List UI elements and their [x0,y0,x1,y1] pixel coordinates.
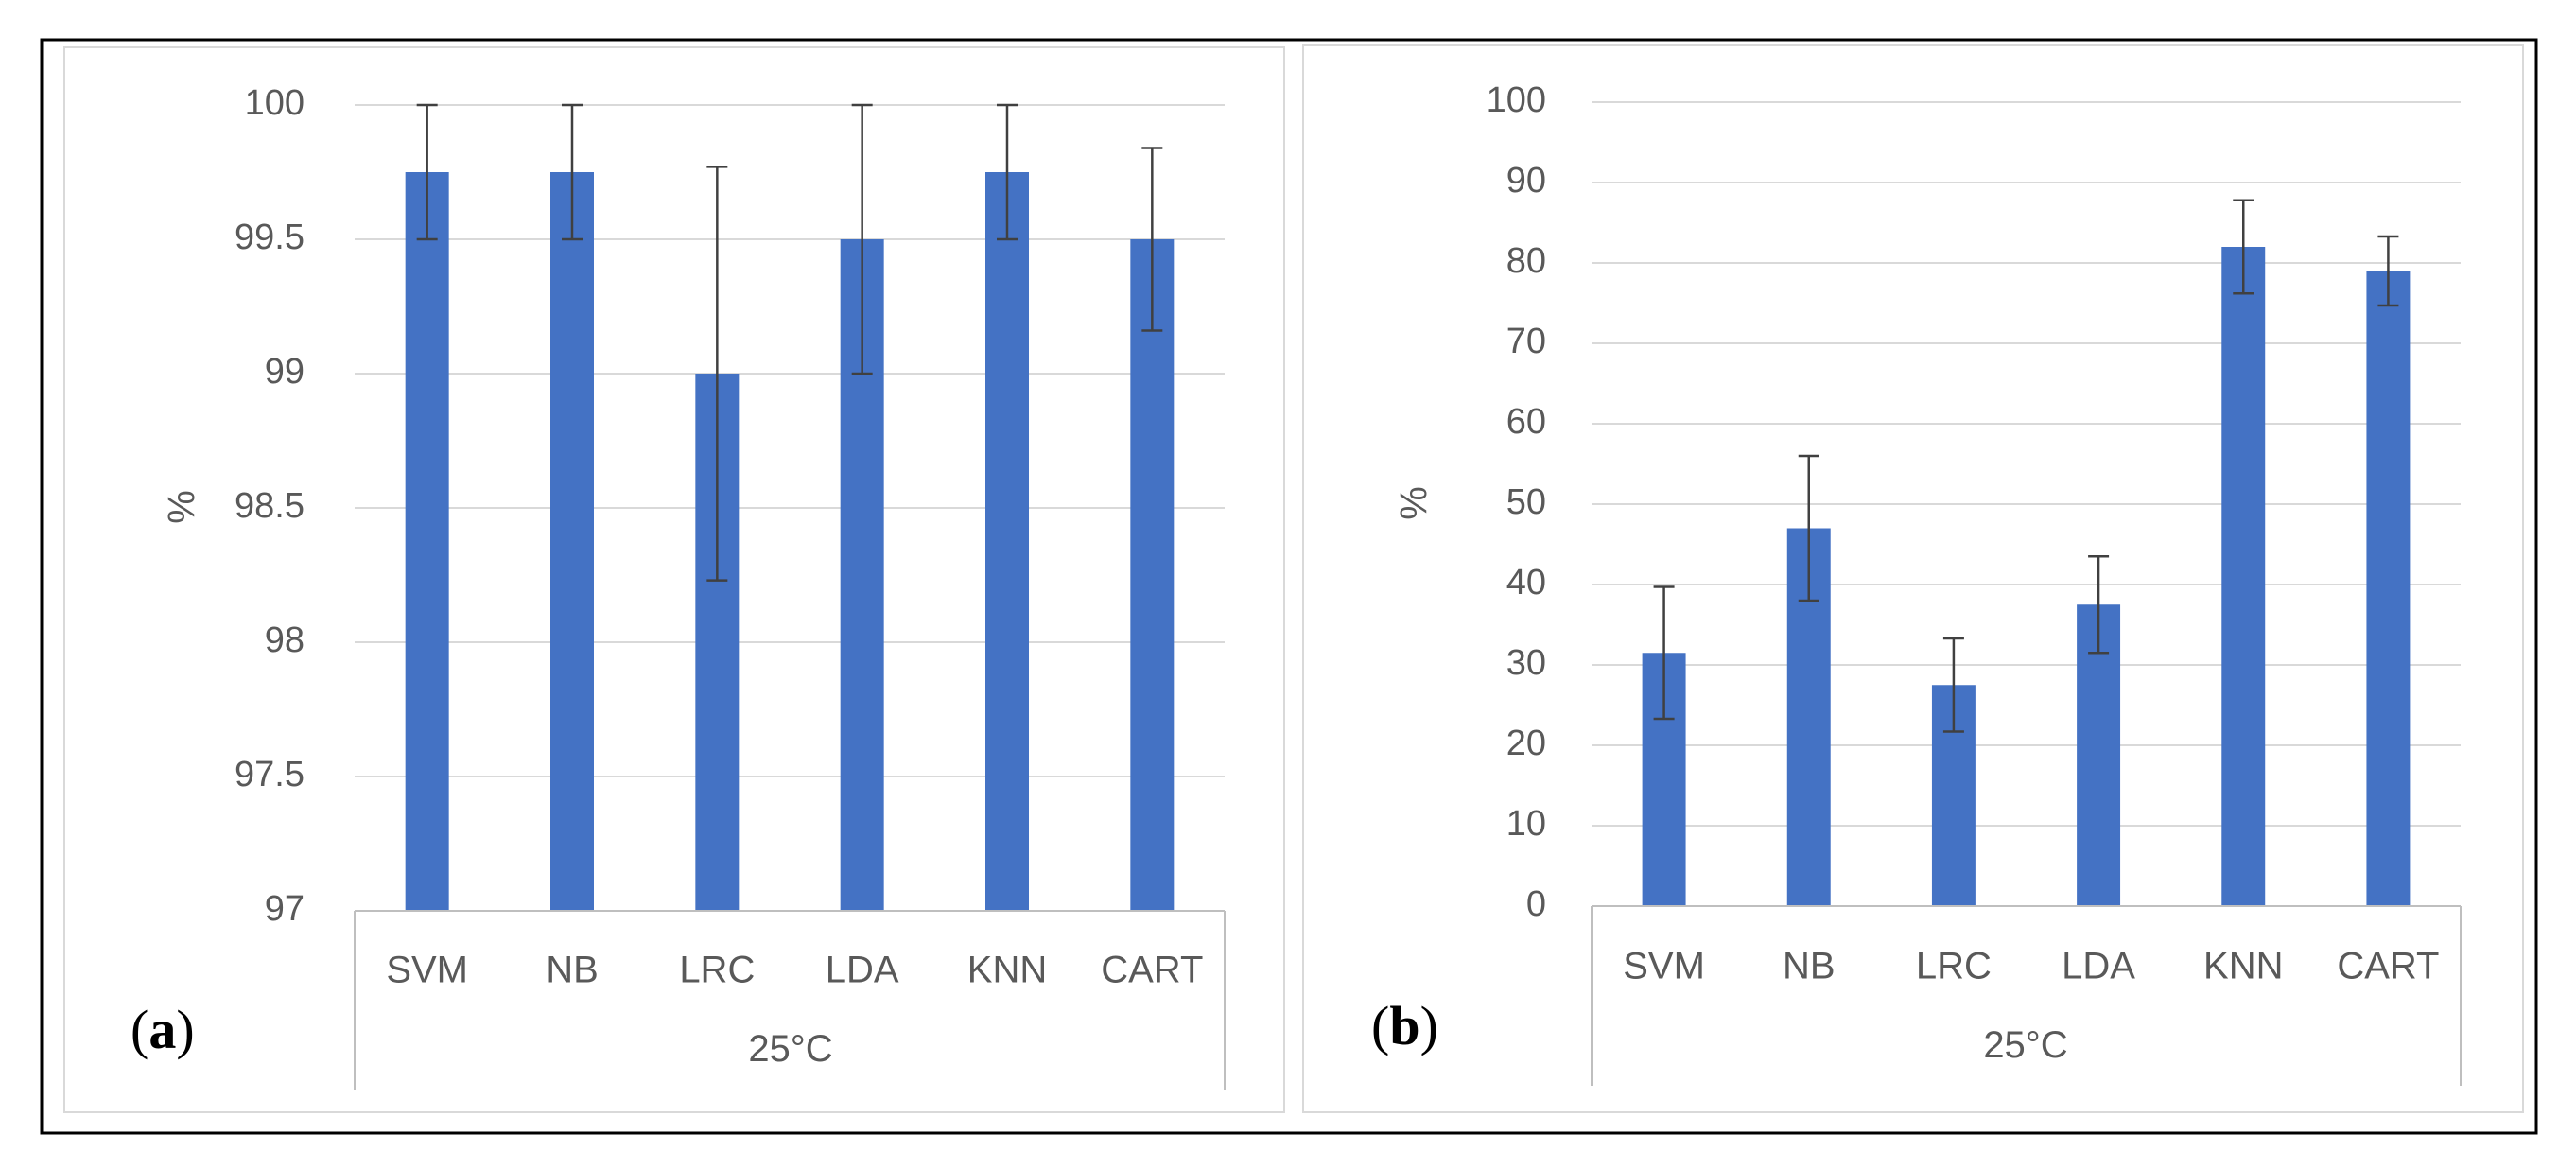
chart-b-ytick-label: 70 [1506,322,1546,361]
chart-b-ytick-label: 80 [1506,241,1546,281]
chart-b-bar-lda [2077,604,2121,906]
chart-a-ytick-label: 97 [265,889,305,929]
chart-a-category-label: LRC [679,950,755,991]
chart-b-ytick-label: 50 [1506,482,1546,522]
chart-a-category-label: CART [1101,950,1203,991]
panel-a-label: (a) [131,999,195,1060]
panel-b-label: (b) [1371,995,1438,1056]
chart-a-errorbar-lda [851,103,873,375]
chart-b-errorbar-nb [1798,454,1819,602]
chart-b-ytick-label: 20 [1506,724,1546,763]
chart-a-ytick-label: 98 [265,620,305,660]
chart-b-errorbar-lda [2088,555,2110,655]
chart-b-errorbar-lrc [1942,637,1964,733]
chart-a-errorbar-svm [416,103,438,241]
chart-b: 0 10 20 30 40 50 60 70 80 90 100 SVM NB LRC LDA KNN CAR… [1371,80,2462,1086]
chart-b-category-label: LDA [2062,946,2135,987]
chart-a-ylabel: % [162,490,203,524]
chart-b-category-label: LRC [1916,946,1992,987]
chart-a-errorbar-nb [562,103,583,241]
chart-b-category-label: CART [2337,946,2439,987]
chart-a-ytick-label: 99 [265,352,305,392]
chart-a-bar-svm [405,172,449,911]
chart-b-category-label: SVM [1623,946,1705,987]
chart-a-ytick-label: 98.5 [235,486,305,526]
chart-b-ytick-label: 10 [1506,804,1546,844]
chart-a-bar-nb [550,172,594,911]
chart-a-category-label: NB [546,950,599,991]
chart-a-ytick-label: 100 [245,83,305,123]
chart-b-errorbar-cart [2377,235,2399,307]
chart-a-bar-knn [985,172,1029,911]
chart-b-errorbar-knn [2233,199,2254,295]
chart-a: 97 97.5 98 98.5 99 99.5 100 SVM NB LRC LDA KNN CART… [131,83,1226,1090]
chart-b-ytick-label: 40 [1506,563,1546,602]
chart-b-category-label: NB [1783,946,1836,987]
panel-a-letter: a [148,999,176,1060]
chart-b-ytick-label: 60 [1506,402,1546,442]
chart-a-group-label: 25°C [748,1028,832,1070]
chart-a-ytick-label: 97.5 [235,755,305,795]
panel-b-letter: b [1389,995,1419,1056]
chart-b-ytick-label: 100 [1487,80,1546,120]
chart-b-errorbar-svm [1653,585,1675,721]
chart-a-errorbar-cart [1141,147,1163,332]
chart-b-ytick-label: 0 [1526,884,1546,924]
chart-a-category-label: SVM [386,950,468,991]
chart-b-ytick-label: 30 [1506,643,1546,683]
chart-a-category-label: KNN [967,950,1047,991]
panel-b-border [1302,44,2524,1113]
chart-a-bar-cart [1130,239,1175,911]
chart-b-category-label: KNN [2203,946,2283,987]
chart-b-ylabel: % [1394,486,1436,520]
chart-a-ytick-label: 99.5 [235,218,305,257]
chart-b-bar-cart [2366,271,2411,906]
chart-a-category-label: LDA [826,950,899,991]
panel-a-border [63,46,1285,1113]
chart-b-ytick-label: 90 [1506,161,1546,201]
chart-a-errorbar-knn [997,103,1018,241]
chart-b-bar-knn [2221,247,2266,906]
chart-a-errorbar-lrc [706,166,728,582]
chart-b-group-label: 25°C [1983,1024,2067,1066]
figure-frame [40,38,2538,1135]
